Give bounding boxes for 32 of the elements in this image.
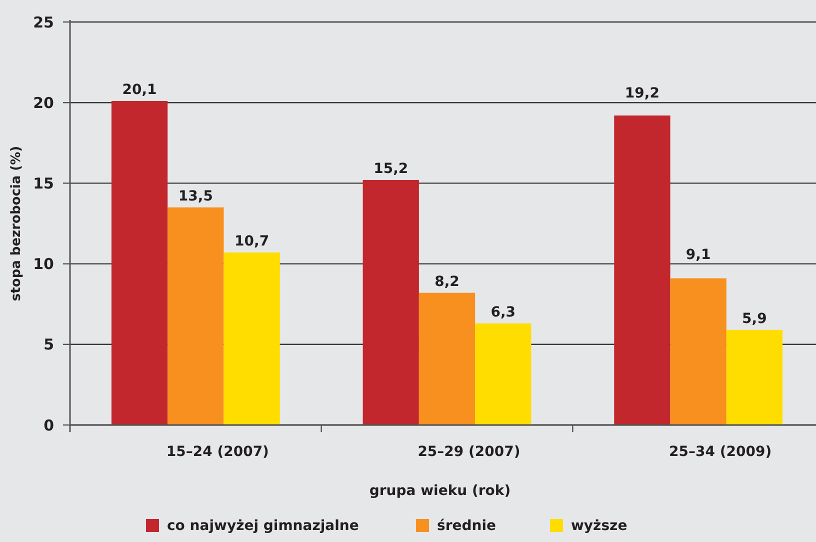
bar: [670, 278, 726, 425]
data-label: 9,1: [686, 246, 711, 263]
bar: [362, 180, 419, 425]
bar: [726, 330, 783, 425]
bar: [111, 100, 168, 425]
data-label: 15,2: [374, 160, 408, 177]
y-tick-label: 20: [33, 94, 54, 112]
bar: [614, 115, 670, 425]
x-axis-title: grupa wieku (rok): [369, 483, 511, 499]
y-tick-label: 25: [33, 13, 54, 32]
bar: [224, 252, 280, 425]
y-tick-label: 0: [44, 416, 54, 434]
data-label: 19,2: [624, 86, 660, 102]
legend-label: co najwyżej gimnazjalne: [167, 518, 359, 534]
x-tick-label: 25–29 (2007): [418, 444, 520, 460]
bar: [418, 292, 476, 425]
data-label: 8,2: [434, 274, 460, 290]
bar: [475, 323, 532, 425]
data-label: 6,3: [490, 304, 516, 320]
y-tick-label: 10: [33, 255, 54, 274]
y-tick-label: 15: [33, 174, 54, 192]
y-axis-title: stopa bezrobocia (%): [9, 146, 24, 302]
y-tick-label: 5: [44, 336, 54, 354]
legend-label: wyższe: [571, 518, 628, 534]
data-label: 10,7: [234, 234, 270, 250]
x-tick-label: 15–24 (2007): [166, 444, 269, 460]
data-label: 13,5: [178, 188, 213, 204]
x-tick-label: 25–34 (2009): [669, 444, 772, 460]
bar: [168, 207, 224, 425]
data-label: 5,9: [742, 310, 767, 327]
legend-label: średnie: [437, 518, 496, 534]
data-label: 20,1: [122, 82, 157, 98]
